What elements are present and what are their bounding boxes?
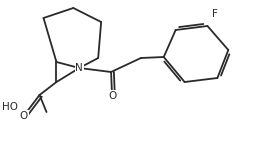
- Text: F: F: [212, 9, 218, 19]
- Text: N: N: [75, 63, 83, 73]
- Text: HO: HO: [2, 102, 18, 112]
- Text: O: O: [108, 91, 116, 101]
- Text: O: O: [20, 111, 28, 121]
